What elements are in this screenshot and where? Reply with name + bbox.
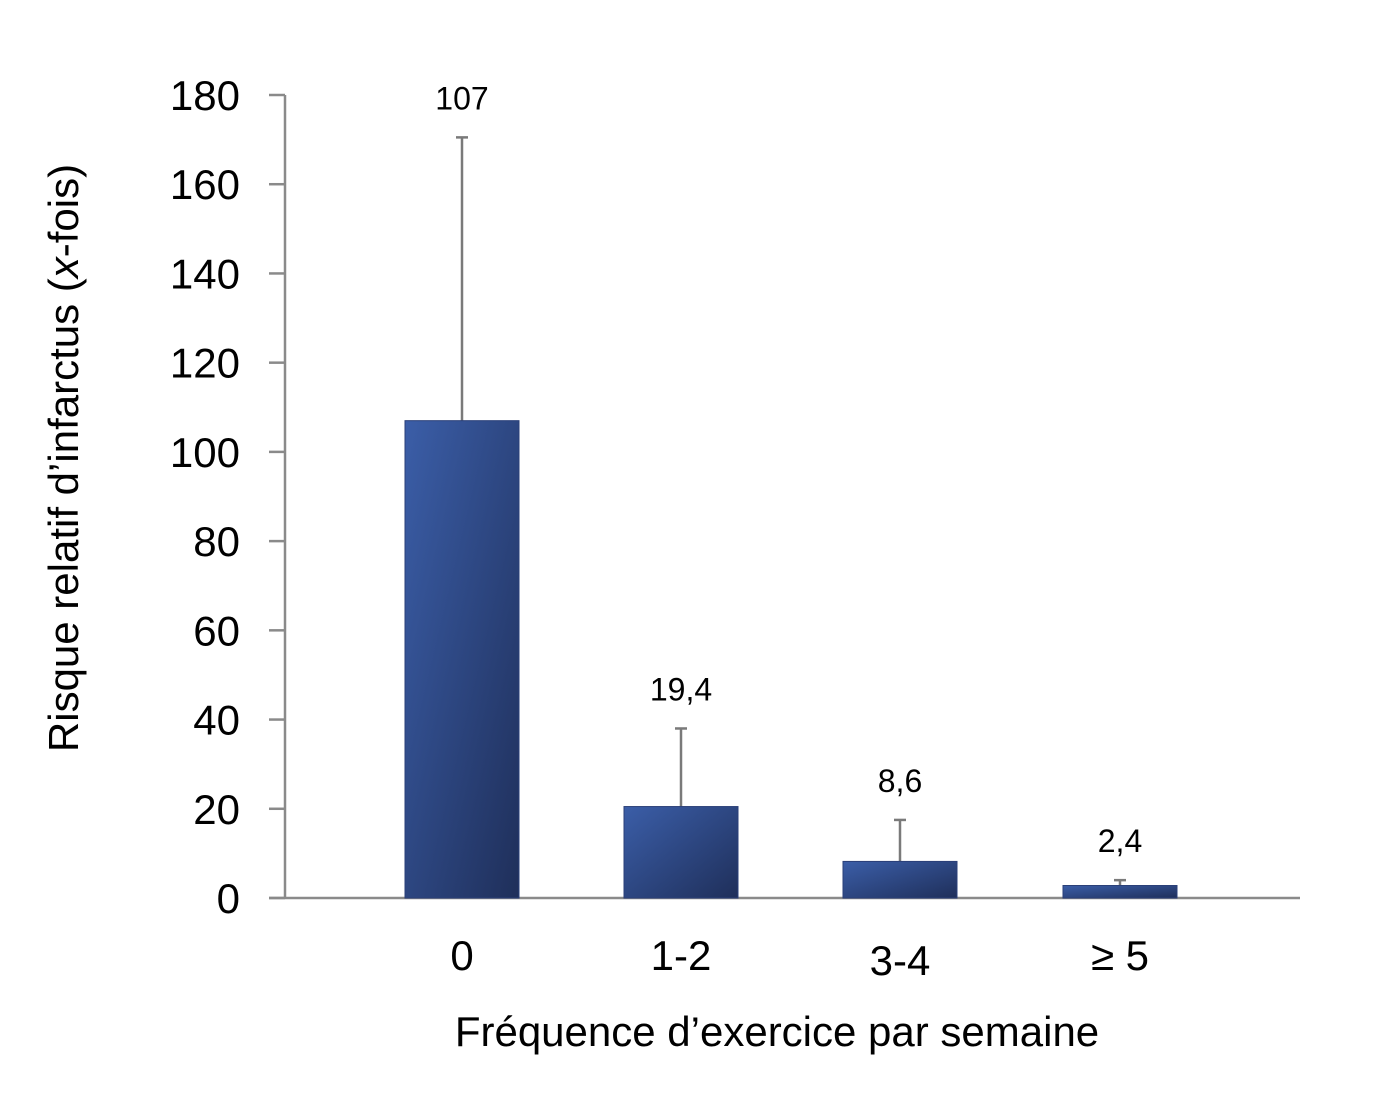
data-label: 19,4 xyxy=(650,671,712,707)
y-tick-label: 60 xyxy=(193,607,240,654)
y-tick-label: 180 xyxy=(170,72,240,119)
x-axis-title: Fréquence d’exercice par semaine xyxy=(455,1008,1099,1055)
labels: 107 0 19,4 1-2 8,6 3-4 2,4 ≥ 5 xyxy=(435,80,1149,984)
y-tick-label: 40 xyxy=(193,697,240,744)
bars xyxy=(404,136,1178,899)
y-tick-label: 80 xyxy=(193,518,240,565)
y-tick-label: 160 xyxy=(170,161,240,208)
y-tick-label: 140 xyxy=(170,250,240,297)
x-tick-label: 3-4 xyxy=(870,937,931,984)
x-tick-label: 0 xyxy=(450,932,473,979)
y-axis-title: Risque relatif d’infarctus (x-fois) xyxy=(40,164,87,752)
bar xyxy=(1062,885,1178,899)
bar xyxy=(623,806,739,899)
axes: 0 20 40 60 80 100 120 140 160 180 xyxy=(170,72,1300,922)
y-tick-label: 20 xyxy=(193,786,240,833)
bar xyxy=(842,860,958,899)
y-tick-label: 0 xyxy=(217,875,240,922)
bar xyxy=(404,420,520,899)
data-label: 107 xyxy=(435,80,488,116)
y-tick-label: 100 xyxy=(170,429,240,476)
y-tick-label: 120 xyxy=(170,340,240,387)
data-label: 2,4 xyxy=(1098,823,1142,859)
x-tick-label: 1-2 xyxy=(651,932,712,979)
data-label: 8,6 xyxy=(878,763,922,799)
x-tick-label: ≥ 5 xyxy=(1091,932,1149,979)
